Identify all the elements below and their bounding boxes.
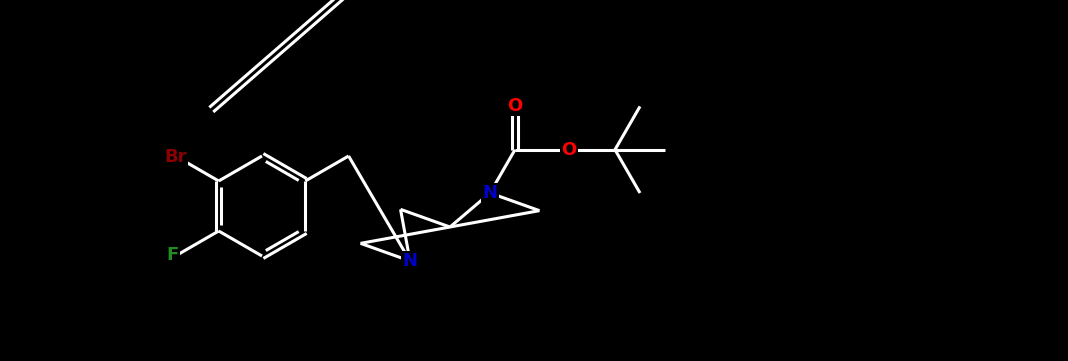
Text: F: F bbox=[166, 246, 178, 264]
Text: N: N bbox=[483, 184, 498, 202]
Text: N: N bbox=[403, 252, 418, 270]
Text: Br: Br bbox=[164, 148, 187, 165]
Text: O: O bbox=[562, 141, 577, 159]
Text: O: O bbox=[507, 97, 522, 115]
